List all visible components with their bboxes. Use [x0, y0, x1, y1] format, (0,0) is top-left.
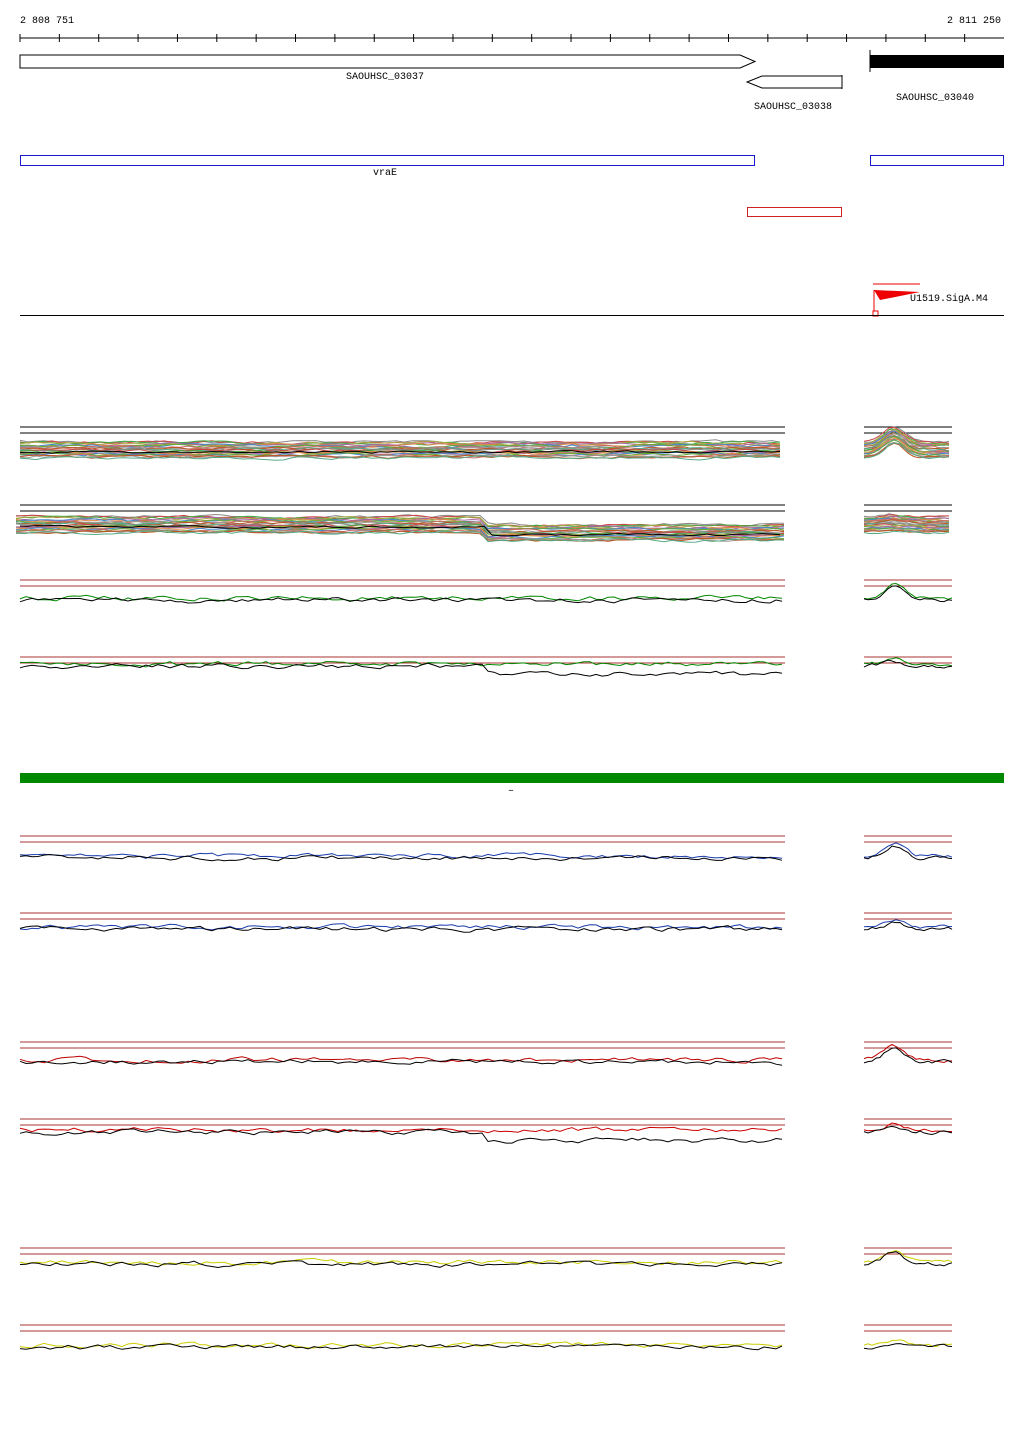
expression-line	[19, 524, 781, 537]
expression-line	[863, 426, 950, 444]
gene-arrow	[745, 75, 843, 89]
expression-line	[863, 518, 950, 523]
expression-line	[19, 1126, 783, 1134]
expression-line	[863, 842, 953, 858]
expression-line	[15, 529, 785, 542]
ruler-ticks	[19, 34, 966, 42]
expression-line	[19, 597, 783, 604]
expression-line	[863, 442, 950, 460]
expression-line	[19, 455, 781, 461]
gene-label: SAOUHSC_03038	[754, 102, 832, 113]
expression-line	[863, 582, 953, 600]
expression-line	[863, 1339, 953, 1348]
expression-line	[19, 1055, 783, 1064]
expression-line	[19, 925, 783, 933]
ruler-start: 2 808 751	[20, 16, 74, 27]
expression-line	[863, 530, 950, 535]
expression-line	[863, 657, 953, 667]
expression-line	[19, 1058, 783, 1066]
promoter-flag	[874, 290, 920, 300]
expression-line	[19, 661, 783, 668]
expression-line	[15, 515, 785, 530]
expression-line	[19, 1260, 783, 1269]
expression-line	[863, 519, 950, 525]
expression-line	[19, 852, 783, 860]
expression-line	[19, 594, 783, 602]
promoter-label: U1519.SigA.M4	[910, 293, 988, 305]
operon-box	[20, 155, 755, 166]
expression-line	[863, 659, 953, 669]
expression-line	[863, 528, 950, 533]
strand-marker: –	[508, 786, 514, 797]
operon-label: vraE	[373, 168, 397, 179]
expression-line	[863, 437, 950, 455]
expression-line	[863, 1125, 953, 1136]
expression-line	[19, 453, 781, 459]
strand-bar	[20, 773, 1004, 783]
expression-line	[19, 853, 783, 862]
operon-box	[870, 155, 1004, 166]
expression-line	[863, 845, 953, 861]
expression-line	[15, 514, 785, 528]
expression-line	[19, 1128, 783, 1144]
expression-line	[863, 426, 950, 443]
expression-line	[863, 1043, 953, 1064]
expression-line	[863, 1250, 953, 1263]
expression-line	[864, 514, 950, 519]
expression-line	[863, 439, 950, 457]
expression-line	[19, 1257, 783, 1266]
expression-line	[863, 1251, 953, 1267]
expression-line	[863, 527, 950, 532]
expression-line	[19, 1343, 783, 1351]
expression-tracks	[15, 426, 953, 1351]
expression-line	[19, 447, 781, 453]
expression-line	[19, 446, 781, 452]
expression-line	[19, 450, 781, 454]
expression-line	[863, 431, 950, 447]
feature-box	[747, 207, 842, 217]
expression-line	[863, 442, 950, 459]
expression-line	[19, 923, 783, 931]
expression-line	[863, 525, 950, 530]
expression-line	[863, 585, 953, 603]
expression-line	[19, 662, 783, 677]
gene-block	[870, 55, 1004, 68]
expression-line	[863, 1047, 953, 1064]
expression-line	[863, 521, 950, 527]
expression-line	[863, 919, 953, 929]
expression-line	[863, 517, 950, 522]
expression-line	[863, 1343, 953, 1350]
gene-label: SAOUHSC_03037	[346, 72, 424, 83]
expression-line	[15, 530, 785, 543]
gene-label: SAOUHSC_03040	[896, 93, 974, 104]
gene-arrow	[19, 54, 757, 69]
expression-line	[19, 454, 781, 460]
ruler-end: 2 811 250	[947, 16, 1001, 27]
expression-line	[863, 921, 953, 932]
expression-line	[19, 443, 781, 450]
